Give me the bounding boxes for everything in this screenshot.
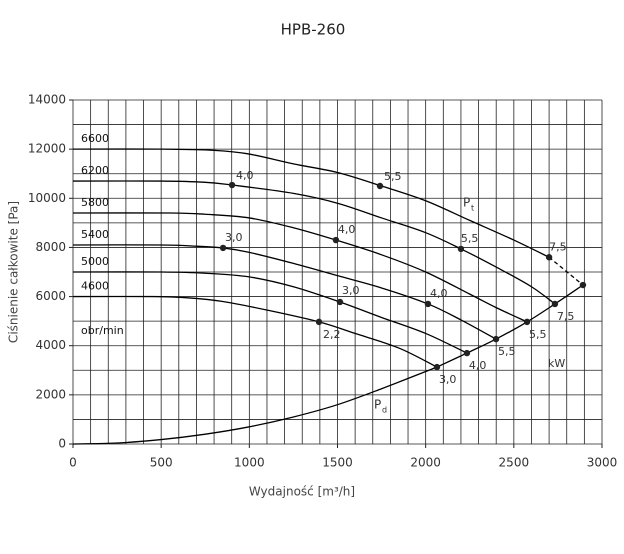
rpm-curve [72,244,497,340]
y-tick-label: 2000 [35,387,66,401]
rpm-curve [72,212,528,323]
curve-label: 5800 [81,196,109,209]
power-label: 4,0 [469,359,487,372]
y-tick-label: 8000 [35,240,66,254]
boundary-dashed-line [548,256,584,286]
power-label: 3,0 [342,284,360,297]
operating-point [579,281,587,289]
x-tick-label: 1000 [234,456,265,470]
rpm-curve [72,271,468,354]
operating-point [336,298,344,306]
power-label: 7,5 [557,310,575,323]
x-tick-label: 2500 [499,456,530,470]
curve-label: 5400 [81,228,109,241]
chart-title: HPB-260 [281,21,346,39]
operating-point [463,349,471,357]
power-label: 5,5 [529,328,547,341]
x-axis-title: Wydajność [m³/h] [249,485,355,499]
curve-label: 6200 [81,164,109,177]
power-label: 3,0 [439,373,457,386]
operating-point [457,245,465,253]
y-tick-label: 10000 [28,191,66,205]
dynamic-pressure-curve [72,366,438,445]
x-tick-label: 3000 [587,456,618,470]
curve-label: 5000 [81,255,109,268]
pressure-label-sub: t [471,204,474,213]
operating-point [315,318,323,326]
rpm-curve [72,148,550,258]
power-label: 3,0 [225,231,243,244]
operating-point [545,254,553,261]
y-tick-label: 4000 [35,338,66,352]
power-label: 7,5 [549,240,567,253]
power-label: 5,5 [498,345,516,358]
power-label: 2,2 [323,328,341,341]
operating-point [551,300,559,308]
curve-label: 4600 [81,280,109,293]
operating-point [376,182,384,190]
pressure-label-sub: d [382,406,387,415]
operating-point [433,363,441,371]
rpm-curve [72,295,438,368]
y-tick-label: 14000 [28,93,66,107]
x-tick-label: 2000 [410,456,441,470]
operating-point [219,244,227,252]
rpm-curve [72,180,556,305]
operating-point [228,181,236,189]
power-label: 5,5 [461,232,479,245]
curve-label: 6600 [81,132,109,145]
power-unit: kW [548,357,565,370]
x-tick-label: 0 [69,456,77,470]
y-tick-label: 12000 [28,142,66,156]
pressure-label: P [374,398,381,412]
operating-point [424,300,432,308]
power-label: 5,5 [384,170,402,183]
operating-point [523,318,531,326]
power-label: 4,0 [236,169,254,182]
rpm-unit: obr/min [81,324,124,337]
y-tick-label: 6000 [35,289,66,303]
y-tick-label: 0 [58,437,66,451]
operating-point [332,236,340,244]
pressure-label: P [463,196,470,210]
y-axis-title: Ciśnienie całkowite [Pa] [7,201,21,343]
x-tick-label: 500 [150,456,173,470]
operating-point [492,335,500,343]
x-tick-label: 1500 [322,456,353,470]
power-label: 4,0 [338,223,356,236]
power-label: 4,0 [430,287,448,300]
